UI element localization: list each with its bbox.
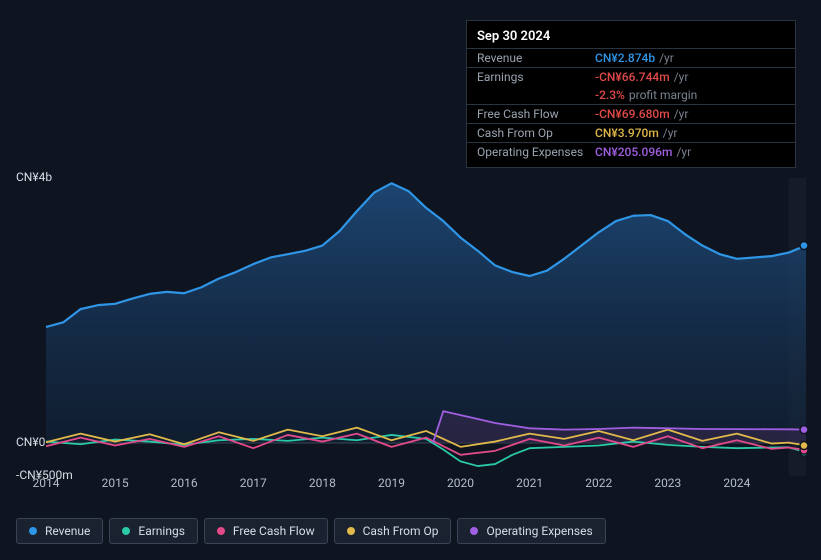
- x-axis-label: 2017: [240, 476, 267, 490]
- revenue-area: [46, 183, 806, 443]
- tooltip-row: Cash From OpCN¥3.970m/yr: [467, 123, 795, 142]
- legend-dot: [347, 527, 355, 535]
- x-axis-label: 2022: [585, 476, 612, 490]
- tooltip-metric-value: CN¥205.096m: [595, 145, 672, 159]
- tooltip-metric-value: -CN¥69.680m: [595, 107, 670, 121]
- chart-container: CN¥4bCN¥0-CN¥500m 2014201520162017201820…: [16, 160, 806, 490]
- x-axis-label: 2024: [723, 476, 750, 490]
- tooltip-metric-unit: /yr: [663, 126, 678, 140]
- legend-label: Revenue: [45, 524, 90, 538]
- series-end-marker: [800, 242, 808, 250]
- legend-item[interactable]: Revenue: [16, 518, 103, 544]
- x-axis-label: 2015: [102, 476, 129, 490]
- x-axis-label: 2014: [33, 476, 60, 490]
- legend-dot: [29, 527, 37, 535]
- tooltip-metric-value: CN¥3.970m: [595, 126, 659, 140]
- tooltip-date: Sep 30 2024: [467, 27, 795, 48]
- legend-dot: [217, 527, 225, 535]
- tooltip-row: Earnings-CN¥66.744m/yr: [467, 67, 795, 86]
- tooltip-row: RevenueCN¥2.874b/yr: [467, 48, 795, 67]
- tooltip-card: Sep 30 2024 RevenueCN¥2.874b/yrEarnings-…: [466, 20, 796, 168]
- tooltip-metric-unit: /yr: [674, 70, 689, 84]
- tooltip-metric-value: -CN¥66.744m: [595, 70, 670, 84]
- series-end-marker: [800, 442, 808, 450]
- x-axis-label: 2019: [378, 476, 405, 490]
- legend-dot: [122, 527, 130, 535]
- legend-label: Earnings: [138, 524, 185, 538]
- series-end-marker: [800, 426, 808, 434]
- legend-dot: [470, 527, 478, 535]
- legend-item[interactable]: Cash From Op: [334, 518, 452, 544]
- y-axis-label: CN¥0: [16, 435, 45, 449]
- tooltip-metric-value: -2.3%: [595, 88, 625, 102]
- legend-item[interactable]: Operating Expenses: [457, 518, 605, 544]
- tooltip-metric-unit: /yr: [659, 51, 674, 65]
- tooltip-metric-label: Free Cash Flow: [477, 107, 595, 121]
- x-axis-label: 2020: [447, 476, 474, 490]
- tooltip-metric-label: Revenue: [477, 51, 595, 65]
- tooltip-metric-label: Cash From Op: [477, 126, 595, 140]
- tooltip-metric-value: CN¥2.874b: [595, 51, 655, 65]
- legend-item[interactable]: Free Cash Flow: [204, 518, 328, 544]
- tooltip-row: Operating ExpensesCN¥205.096m/yr: [467, 142, 795, 161]
- x-axis-label: 2023: [654, 476, 681, 490]
- tooltip-metric-unit: /yr: [674, 107, 689, 121]
- legend-label: Cash From Op: [363, 524, 439, 538]
- tooltip-row: -2.3% profit margin: [467, 86, 795, 104]
- x-axis-label: 2018: [309, 476, 336, 490]
- legend-label: Free Cash Flow: [233, 524, 315, 538]
- tooltip-metric-unit: profit margin: [629, 88, 697, 102]
- tooltip-row: Free Cash Flow-CN¥69.680m/yr: [467, 104, 795, 123]
- legend-bar: Revenue Earnings Free Cash Flow Cash From O…: [16, 518, 606, 544]
- tooltip-metric-label: Earnings: [477, 70, 595, 84]
- legend-label: Operating Expenses: [486, 524, 592, 538]
- x-axis-label: 2016: [171, 476, 198, 490]
- x-axis-label: 2021: [516, 476, 543, 490]
- plot-area[interactable]: [46, 178, 806, 476]
- legend-item[interactable]: Earnings: [109, 518, 198, 544]
- tooltip-metric-unit: /yr: [676, 145, 691, 159]
- tooltip-metric-label: Operating Expenses: [477, 145, 595, 159]
